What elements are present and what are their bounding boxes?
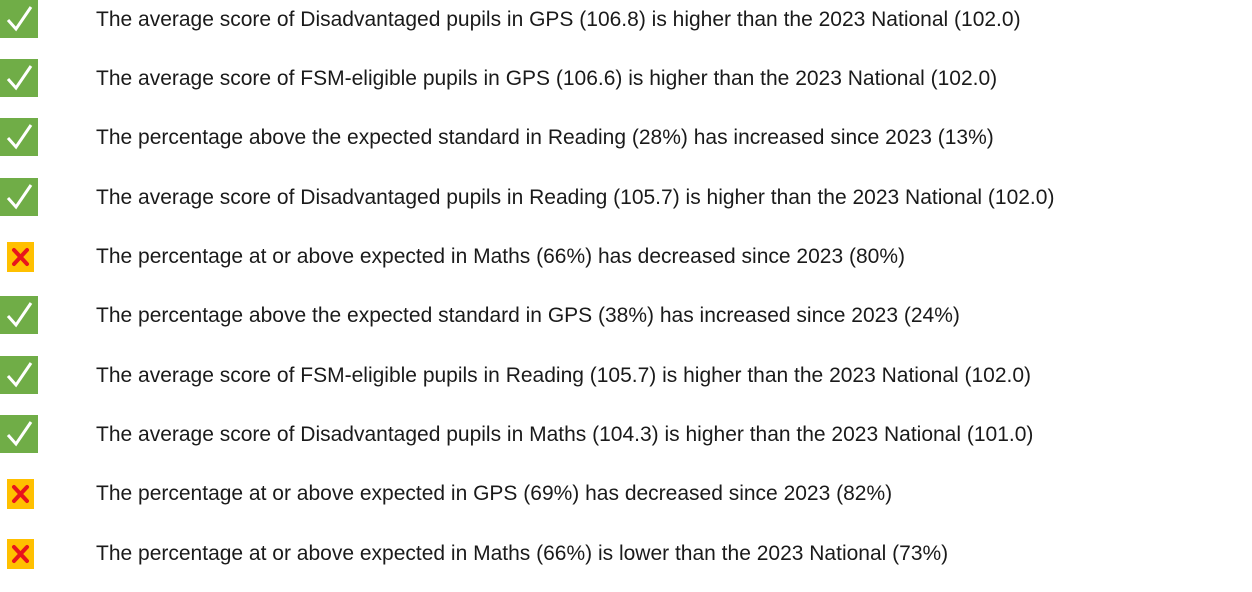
item-text: The percentage above the expected standa… xyxy=(96,126,994,149)
cross-icon xyxy=(7,539,34,569)
item-text: The percentage at or above expected in M… xyxy=(96,245,905,268)
row: The percentage at or above expected in G… xyxy=(0,474,1252,514)
item-text: The average score of FSM-eligible pupils… xyxy=(96,67,998,90)
check-icon xyxy=(0,0,38,38)
row: The percentage at or above expected in M… xyxy=(0,534,1252,574)
row: The average score of Disadvantaged pupil… xyxy=(0,178,1252,218)
row: The percentage above the expected standa… xyxy=(0,118,1252,158)
cross-icon xyxy=(7,242,34,272)
check-icon xyxy=(0,296,38,334)
item-text: The average score of FSM-eligible pupils… xyxy=(96,364,1032,387)
check-icon xyxy=(0,59,38,97)
check-icon xyxy=(0,356,38,394)
item-text: The average score of Disadvantaged pupil… xyxy=(96,423,1034,446)
row: The average score of Disadvantaged pupil… xyxy=(0,0,1252,40)
item-text: The average score of Disadvantaged pupil… xyxy=(96,186,1055,209)
row: The average score of FSM-eligible pupils… xyxy=(0,59,1252,99)
row: The percentage above the expected standa… xyxy=(0,296,1252,336)
item-text: The average score of Disadvantaged pupil… xyxy=(96,8,1021,31)
item-text: The percentage at or above expected in M… xyxy=(96,542,949,565)
row: The percentage at or above expected in M… xyxy=(0,237,1252,277)
row: The average score of Disadvantaged pupil… xyxy=(0,415,1252,455)
row: The average score of FSM-eligible pupils… xyxy=(0,356,1252,396)
check-icon xyxy=(0,415,38,453)
check-icon xyxy=(0,178,38,216)
item-text: The percentage at or above expected in G… xyxy=(96,482,893,505)
item-text: The percentage above the expected standa… xyxy=(96,304,960,327)
cross-icon xyxy=(7,479,34,509)
check-icon xyxy=(0,118,38,156)
